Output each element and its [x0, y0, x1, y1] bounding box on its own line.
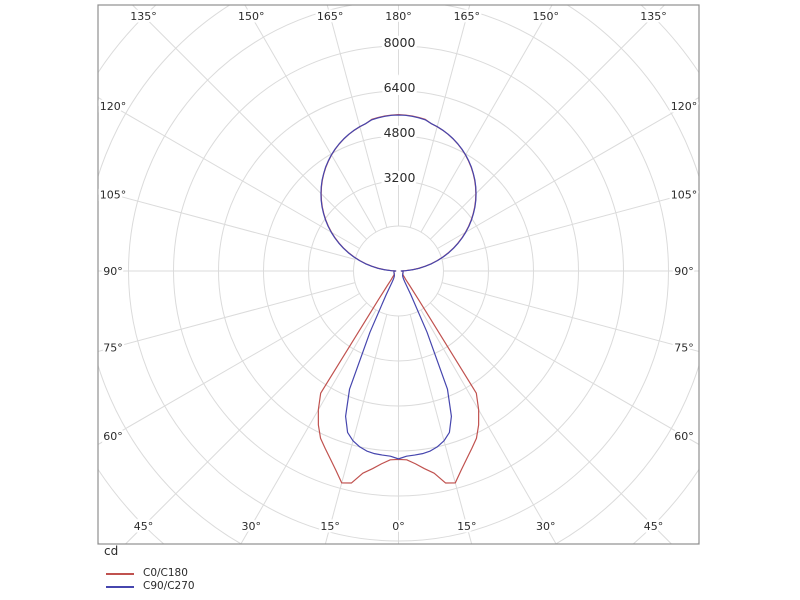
grid-spoke	[437, 293, 699, 446]
angle-label: 90°	[103, 265, 123, 278]
angle-label: 45°	[644, 520, 664, 533]
ring-labels: 3200 4800 6400 8000	[381, 32, 419, 188]
angle-label: 120°	[100, 100, 127, 113]
angle-label: 75°	[103, 341, 123, 354]
grid-spoke	[98, 293, 360, 446]
angle-label: 90°	[674, 265, 694, 278]
intensity-curves	[317, 114, 480, 484]
unit-label: cd	[104, 544, 119, 558]
angle-label: 165°	[454, 10, 481, 23]
angle-label: 135°	[640, 10, 667, 23]
ring-label: 4800	[384, 125, 416, 140]
grid-spoke	[98, 189, 356, 260]
curve-c90-c270	[320, 114, 477, 460]
grid-spoke	[131, 5, 368, 240]
angle-label: 180°	[385, 10, 412, 23]
angle-label: 15°	[320, 520, 340, 533]
grid-spoke	[98, 282, 356, 353]
angle-label: 75°	[674, 341, 694, 354]
legend-item-c90-c270: C90/C270	[106, 580, 195, 593]
angle-label: 30°	[242, 520, 262, 533]
angle-label: 105°	[100, 189, 127, 202]
angle-label: 60°	[674, 430, 694, 443]
grid-spoke	[429, 302, 673, 544]
ring-label: 8000	[384, 35, 416, 50]
angle-label: 45°	[134, 520, 154, 533]
grid-spoke	[244, 5, 377, 233]
grid-spoke	[420, 5, 553, 233]
grid-spoke	[324, 314, 388, 544]
grid-spoke	[420, 309, 557, 544]
angle-label: 30°	[536, 520, 556, 533]
legend-label-c0-c180: C0/C180	[143, 567, 188, 579]
grid-spoke	[437, 96, 699, 249]
grid-ring	[353, 225, 444, 317]
plot-border	[97, 4, 700, 545]
legend-label-c90-c270: C90/C270	[143, 580, 195, 592]
ring-label: 3200	[384, 170, 416, 185]
grid-spoke	[441, 189, 699, 260]
angle-label: 60°	[103, 430, 123, 443]
angle-label: 15°	[457, 520, 477, 533]
angle-label: 165°	[317, 10, 344, 23]
angle-label: 105°	[671, 189, 698, 202]
grid-spoke	[124, 302, 368, 544]
grid-spoke	[409, 5, 471, 228]
legend-line-c90-c270	[106, 585, 134, 588]
legend-item-c0-c180: C0/C180	[106, 567, 195, 580]
grid-spoke	[441, 282, 699, 353]
legend-line-c0-c180	[106, 572, 134, 575]
angle-label: 135°	[130, 10, 157, 23]
angle-labels: 0° 15° 15° 30° 30° 45° 45° 60° 60° 75° 75° 90° 90° 10…	[97, 8, 700, 536]
ring-label: 6400	[384, 80, 416, 95]
angle-label: 150°	[238, 10, 265, 23]
grid-spoke	[409, 314, 473, 544]
grid-spoke	[98, 96, 360, 249]
angle-label: 120°	[671, 100, 698, 113]
angle-label: 150°	[532, 10, 559, 23]
grid-spoke	[429, 5, 666, 240]
angle-label: 0°	[392, 520, 405, 533]
legend: C0/C180 C90/C270	[106, 567, 195, 593]
grid-spoke	[326, 5, 388, 228]
grid-spoke	[240, 309, 377, 544]
